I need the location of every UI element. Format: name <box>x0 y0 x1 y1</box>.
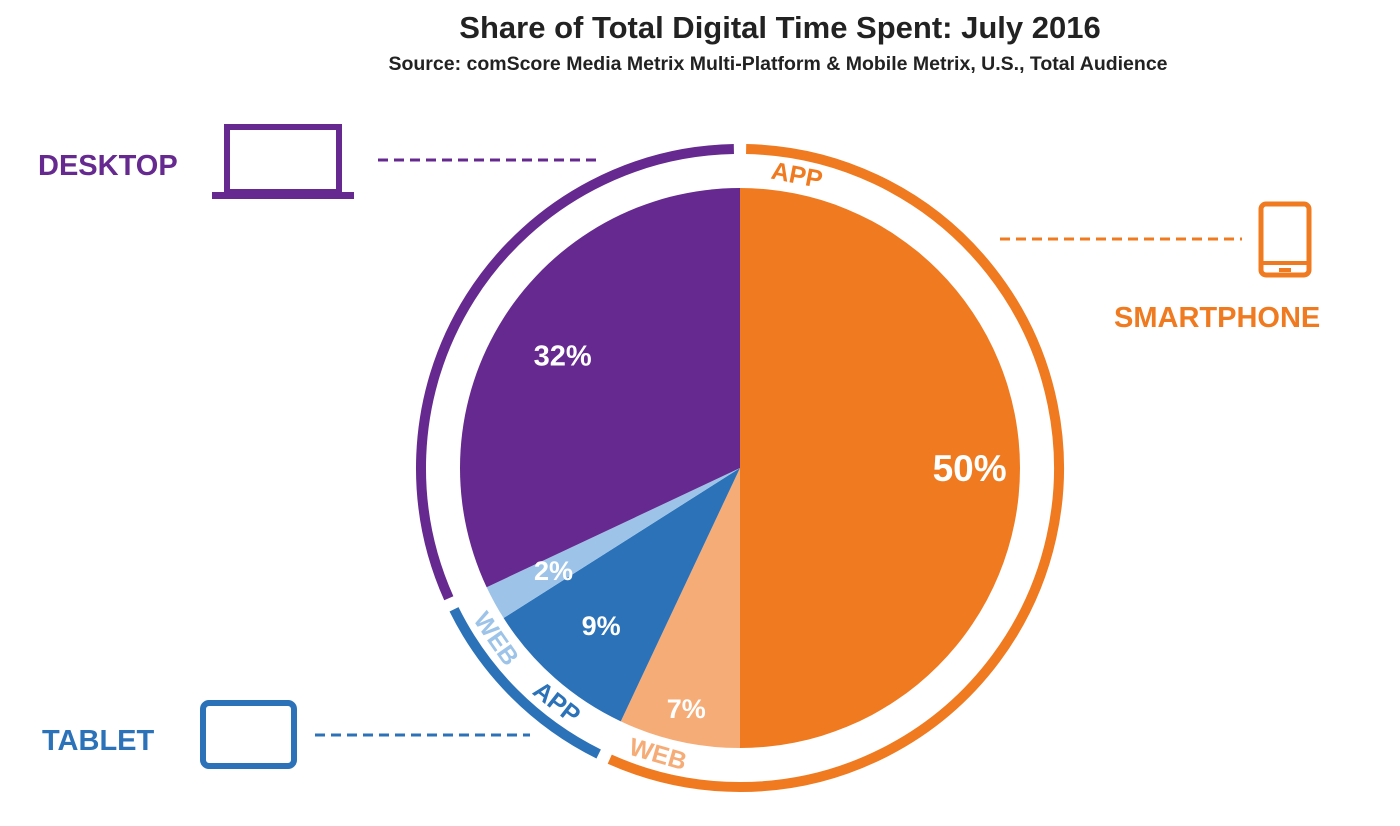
ring-tablet <box>449 607 601 759</box>
laptop-icon <box>212 124 354 199</box>
slice-desktop <box>459 188 740 588</box>
chart-title: Share of Total Digital Time Spent: July … <box>459 10 1101 45</box>
slice-tablet-app <box>503 468 740 722</box>
desktop-label: DESKTOP <box>38 150 178 182</box>
slice-tablet-web-value-label: 2% <box>534 556 573 586</box>
slice-smartphone-web <box>620 468 740 748</box>
smartphone-icon <box>1258 201 1312 278</box>
smartphone-label: SMARTPHONE <box>1114 302 1321 334</box>
slice-smartphone-app-value-label: 50% <box>933 448 1007 489</box>
slice-desktop-value-label: 32% <box>534 341 592 373</box>
outer-rings <box>416 144 1064 792</box>
chart-subtitle: Source: comScore Media Metrix Multi-Plat… <box>388 53 1168 75</box>
pie-slices <box>459 188 1020 748</box>
tablet-icon <box>200 700 297 769</box>
slice-labels: 50% 7% 9% 2% 32% <box>534 341 1007 724</box>
tablet-label: TABLET <box>42 725 155 757</box>
slice-tablet-app-value-label: 9% <box>582 611 621 641</box>
ring-smartphone <box>607 144 1064 792</box>
slice-tablet-web <box>486 468 740 619</box>
slice-smartphone-app <box>740 188 1020 748</box>
ring-desktop <box>416 144 734 601</box>
slice-smartphone-web-value-label: 7% <box>667 694 706 724</box>
